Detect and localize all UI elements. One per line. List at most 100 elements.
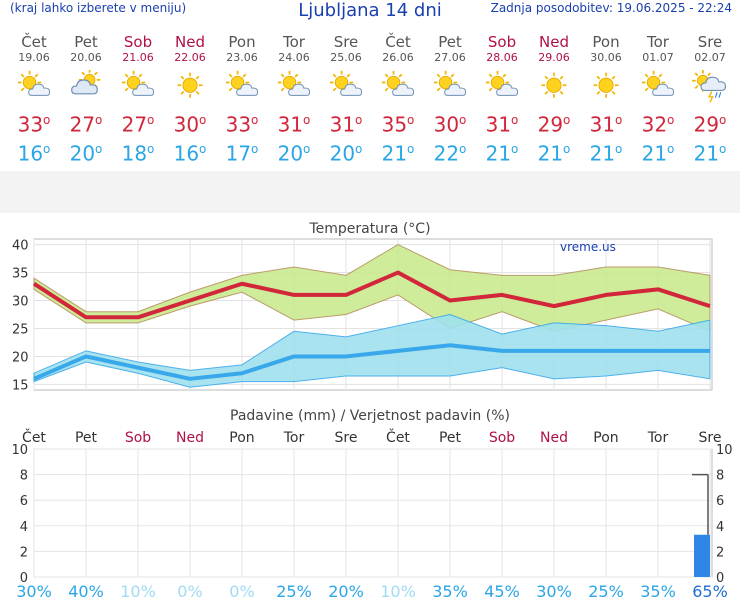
y-tick-label: 6 — [20, 494, 28, 509]
sun-cloud-icon — [433, 70, 467, 96]
max-temperature: 32o — [641, 112, 675, 137]
location-hint: (kraj lahko izberete v meniju) — [10, 1, 187, 15]
max-temperature: 30o — [433, 112, 467, 137]
max-temperature: 29o — [537, 112, 571, 137]
day-name: Sre — [333, 33, 359, 51]
day-label: Pon — [593, 430, 618, 446]
precip-probability: 25% — [276, 582, 312, 600]
sun-cloud-icon — [17, 70, 51, 96]
min-temperature: 16o — [17, 141, 51, 166]
day-label: Sre — [699, 430, 722, 446]
precip-probability: 10% — [120, 582, 156, 600]
max-temperature: 31o — [329, 112, 363, 137]
sun-cloud-icon — [329, 70, 363, 96]
y-tick-label: 8 — [20, 469, 28, 484]
sun-icon — [177, 72, 203, 98]
day-label: Čet — [386, 428, 410, 446]
day-date: 29.06 — [538, 51, 570, 64]
y-tick-label-right: 10 — [716, 443, 733, 458]
max-temperature: 31o — [589, 112, 623, 137]
precip-probability: 35% — [432, 582, 468, 600]
day-name: Sob — [487, 33, 517, 51]
day-column: Pet 27.06 30o 22o — [424, 34, 476, 166]
plot-area — [33, 448, 713, 578]
precip-probability: 25% — [588, 582, 624, 600]
y-tick-label-right: 8 — [716, 469, 724, 484]
precip-probability: 0% — [229, 582, 254, 600]
day-column: Sob 21.06 27o 18o — [112, 33, 164, 166]
chart-title: Temperatura (°C) — [308, 221, 430, 237]
day-name: Pon — [592, 33, 620, 51]
day-name: Tor — [647, 33, 669, 51]
day-name: Čet — [21, 33, 47, 51]
day-name: Tor — [283, 33, 305, 51]
day-label: Ned — [176, 430, 204, 446]
day-label: Tor — [647, 430, 669, 446]
y-tick-label: 35 — [12, 267, 29, 282]
max-temperature: 31o — [485, 112, 519, 137]
day-column: Tor 01.07 32o 21o — [632, 33, 684, 166]
day-label: Pon — [229, 430, 254, 446]
day-column: Sob 28.06 31o 21o — [476, 33, 528, 166]
day-column: Sre 02.07 29o 21o — [684, 34, 736, 165]
y-tick-label: 15 — [12, 378, 29, 393]
day-date: 26.06 — [382, 51, 414, 64]
y-tick-label: 4 — [20, 520, 28, 535]
sun-cloud-icon — [225, 70, 259, 96]
day-date: 19.06 — [18, 51, 50, 64]
precip-probability: 20% — [328, 582, 364, 600]
day-column: Pon 23.06 33o 17o — [216, 33, 268, 166]
day-name: Pon — [228, 33, 256, 51]
day-label: Sob — [489, 430, 515, 446]
sun-icon — [593, 72, 619, 98]
min-temperature-band — [33, 313, 711, 388]
max-temperature: 30o — [173, 112, 207, 137]
rain-thunder-icon — [692, 70, 727, 103]
sun-cloud-icon — [485, 70, 519, 96]
day-label: Pet — [75, 430, 98, 446]
day-date: 28.06 — [486, 51, 518, 64]
precip-probability: 65% — [692, 582, 728, 600]
day-label: Sre — [335, 430, 358, 446]
y-tick-label: 30 — [12, 295, 29, 310]
y-tick-label: 20 — [12, 350, 29, 365]
precip-probability: 30% — [16, 582, 52, 600]
page-title: Ljubljana 14 dni — [298, 0, 442, 21]
sun-cloud-icon — [121, 70, 155, 96]
day-name: Sre — [697, 33, 723, 51]
day-name: Čet — [385, 33, 411, 51]
sun-cloud-icon — [277, 70, 311, 96]
min-temperature: 20o — [329, 141, 363, 166]
max-temperature: 29o — [693, 112, 727, 137]
last-updated: Zadnja posodobitev: 19.06.2025 - 22:24 — [490, 1, 732, 15]
y-tick-label: 25 — [12, 322, 29, 337]
y-tick-label-right: 0 — [716, 571, 724, 586]
max-temperature: 31o — [277, 112, 311, 137]
min-temperature: 21o — [589, 141, 623, 166]
day-column: Čet 19.06 33o 16o — [8, 33, 60, 166]
y-tick-label: 0 — [20, 571, 28, 586]
max-temperature: 33o — [225, 112, 259, 137]
precip-probability: 40% — [68, 582, 104, 600]
precipitation-chart: Padavine (mm) / Verjetnost padavin (%) Če… — [11, 408, 733, 600]
day-label: Ned — [540, 430, 568, 446]
max-temperature: 33o — [17, 112, 51, 137]
day-column: Čet 26.06 35o 21o — [372, 33, 424, 166]
y-tick-label-right: 6 — [716, 494, 724, 509]
min-temperature: 20o — [69, 141, 103, 166]
min-temperature: 22o — [433, 141, 467, 166]
precip-probability: 30% — [536, 582, 572, 600]
chart-title: Padavine (mm) / Verjetnost padavin (%) — [230, 408, 510, 424]
day-date: 02.07 — [694, 51, 726, 64]
y-tick-label-right: 4 — [716, 520, 724, 535]
day-name: Sob — [123, 33, 153, 51]
day-name: Ned — [539, 33, 569, 51]
min-temperature: 17o — [225, 141, 259, 166]
day-date: 24.06 — [278, 51, 310, 64]
cloud-sun-icon — [71, 70, 101, 95]
day-column: Ned 22.06 30o 16o — [164, 34, 216, 166]
day-label: Sob — [125, 430, 151, 446]
precip-probability: 45% — [484, 582, 520, 600]
temperature-chart: Temperatura (°C) 15 20 25 30 35 40 vreme.us — [12, 221, 713, 393]
y-tick-label: 2 — [20, 545, 28, 560]
